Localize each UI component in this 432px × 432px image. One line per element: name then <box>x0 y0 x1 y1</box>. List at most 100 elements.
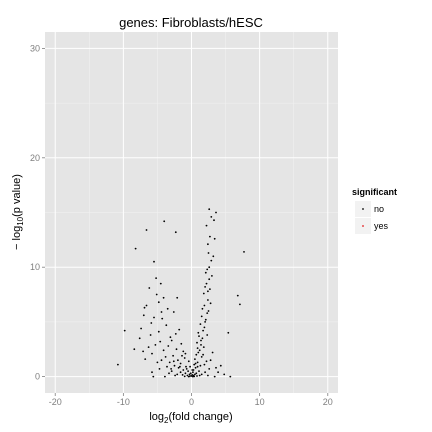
data-point-no <box>197 351 200 354</box>
data-point-no <box>213 375 216 378</box>
data-point-no <box>207 299 209 301</box>
data-point-no <box>196 341 198 344</box>
data-point-no <box>176 296 179 299</box>
legend-label-no: no <box>374 204 384 214</box>
data-point-no <box>179 362 182 365</box>
data-point-no <box>201 307 204 310</box>
data-point-no <box>168 372 170 375</box>
data-point-no <box>200 315 203 318</box>
data-point-no <box>163 220 166 223</box>
data-point-no <box>198 370 200 372</box>
data-point-no <box>180 342 183 345</box>
data-point-no <box>148 287 151 289</box>
data-point-no <box>206 312 209 314</box>
data-point-no <box>205 282 208 285</box>
data-point-no <box>162 296 165 299</box>
legend-marker-yes <box>362 225 364 227</box>
legend: significant no yes <box>352 187 397 234</box>
data-point-no <box>182 350 185 353</box>
data-point-no <box>175 348 178 351</box>
data-point-no <box>153 260 155 263</box>
data-point-no <box>203 363 206 366</box>
data-point-no <box>170 368 173 370</box>
data-point-no <box>142 314 145 317</box>
data-point-no <box>215 366 217 369</box>
data-point-no <box>200 344 202 346</box>
data-point-no <box>174 374 177 377</box>
data-point-no <box>133 348 136 351</box>
y-axis-ticks: 0 10 20 30 <box>30 43 45 382</box>
data-point-no <box>194 366 197 369</box>
data-point-no <box>207 243 209 246</box>
data-point-no <box>153 316 155 319</box>
data-point-no <box>194 358 196 360</box>
data-point-no <box>196 361 199 364</box>
data-point-no <box>169 336 172 339</box>
data-point-no <box>176 373 179 376</box>
data-point-no <box>184 352 187 355</box>
data-point-no <box>192 369 195 371</box>
data-point-no <box>145 229 148 231</box>
data-point-no <box>187 360 190 363</box>
data-point-no <box>243 251 245 253</box>
y-tick-label: 10 <box>30 262 40 272</box>
data-point-no <box>178 328 181 331</box>
data-point-no <box>192 371 194 374</box>
data-point-no <box>211 275 213 277</box>
data-point-no <box>206 268 209 271</box>
data-point-no <box>156 361 159 364</box>
data-point-no <box>217 371 220 374</box>
data-point-no <box>161 317 164 320</box>
data-point-no <box>157 301 160 304</box>
data-point-no <box>204 286 207 288</box>
legend-title: significant <box>352 187 397 197</box>
data-point-no <box>239 303 241 306</box>
data-point-no <box>190 375 193 377</box>
data-point-no <box>165 324 168 327</box>
y-axis-title: − log10(p value) <box>11 174 25 250</box>
x-axis-title: log2(fold change) <box>149 411 232 425</box>
legend-label-yes: yes <box>374 221 389 231</box>
data-point-no <box>155 293 158 296</box>
data-point-no <box>210 259 213 262</box>
data-point-no <box>201 337 204 340</box>
data-point-no <box>179 365 181 368</box>
data-points <box>117 208 245 378</box>
data-point-no <box>166 307 169 310</box>
data-point-no <box>172 360 175 363</box>
x-tick-label: 10 <box>255 397 265 407</box>
data-point-no <box>194 373 196 376</box>
data-point-no <box>117 363 119 366</box>
data-point-no <box>164 356 167 358</box>
data-point-no <box>155 277 158 279</box>
data-point-no <box>181 374 184 376</box>
data-point-no <box>152 375 155 378</box>
data-point-no <box>208 368 211 370</box>
data-point-no <box>204 271 207 274</box>
data-point-no <box>208 266 211 269</box>
y-tick-label: 0 <box>35 372 40 382</box>
data-point-no <box>149 334 152 336</box>
data-point-no <box>200 339 202 342</box>
data-point-no <box>203 326 206 329</box>
data-point-no <box>207 374 209 377</box>
data-point-no <box>170 370 173 372</box>
data-point-no <box>202 346 205 348</box>
data-point-no <box>183 357 186 359</box>
data-point-no <box>167 345 170 347</box>
data-point-no <box>179 371 182 374</box>
data-point-no <box>236 294 239 297</box>
x-tick-label: 20 <box>323 397 333 407</box>
x-tick-label: -20 <box>49 397 62 407</box>
data-point-no <box>211 351 214 354</box>
data-point-no <box>168 361 171 364</box>
data-point-no <box>195 353 198 356</box>
data-point-no <box>186 374 189 377</box>
data-point-no <box>166 365 168 368</box>
data-point-no <box>187 370 190 372</box>
data-point-no <box>205 360 208 363</box>
chart-title: genes: Fibroblasts/hESC <box>119 15 263 30</box>
data-point-no <box>196 347 199 349</box>
data-point-no <box>213 237 216 240</box>
